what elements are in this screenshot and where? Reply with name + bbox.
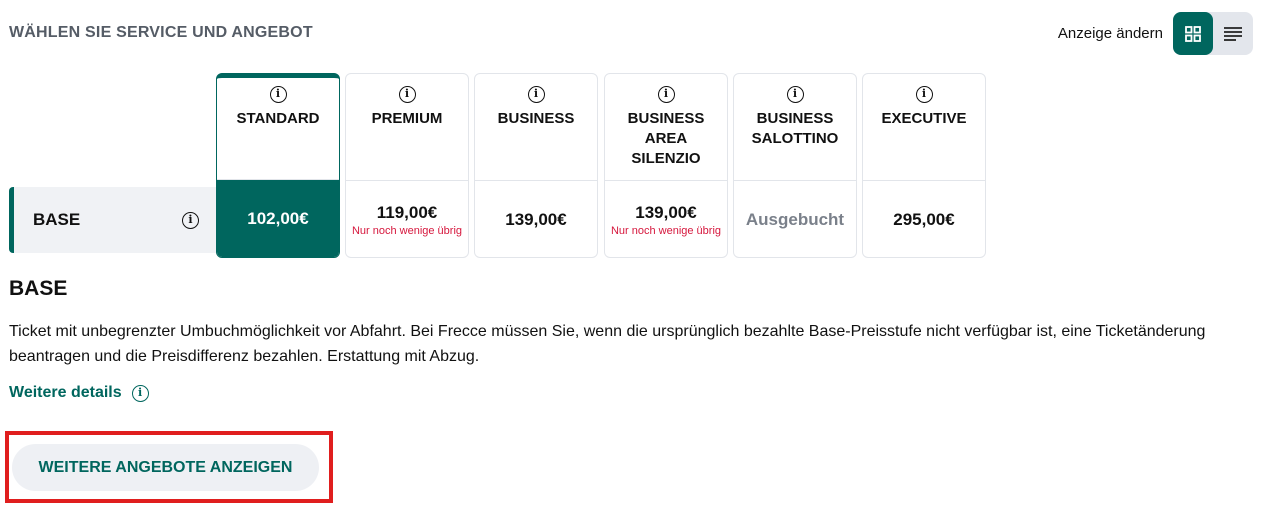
list-view-button[interactable]	[1213, 12, 1253, 55]
price-value: 102,00€	[247, 208, 309, 228]
service-column: i EXECUTIVE 295,00€	[862, 73, 986, 258]
availability-note: Nur noch wenige übrig	[351, 224, 463, 237]
price-value: 295,00€	[893, 209, 955, 229]
service-header: i BUSINESS AREA SILENZIO	[605, 74, 727, 181]
info-icon[interactable]: i	[657, 86, 675, 103]
price-cell[interactable]: 139,00€ Nur noch wenige übrig	[605, 181, 727, 257]
service-column: i BUSINESS SALOTTINO Ausgebucht	[733, 73, 857, 258]
service-header: i BUSINESS	[475, 74, 597, 181]
more-offers-button[interactable]: WEITERE ANGEBOTE ANZEIGEN	[12, 444, 319, 491]
offer-row-base: BASE i	[9, 187, 219, 253]
more-details-label: Weitere details	[9, 384, 122, 401]
service-header: i BUSINESS SALOTTINO	[734, 74, 856, 181]
service-column: i STANDARD 102,00€	[216, 73, 340, 258]
price-cell[interactable]: 102,00€	[217, 180, 339, 257]
service-name: EXECUTIVE	[881, 110, 967, 127]
list-icon	[1224, 26, 1242, 41]
price-value: 139,00€	[505, 209, 567, 229]
info-icon[interactable]: i	[182, 211, 199, 229]
service-column: i BUSINESS AREA SILENZIO 139,00€ Nur noch …	[604, 73, 728, 258]
service-header: i STANDARD	[217, 78, 339, 180]
price-cell[interactable]: 119,00€ Nur noch wenige übrig	[346, 181, 468, 257]
page-title: WÄHLEN SIE SERVICE UND ANGEBOT	[9, 24, 313, 41]
info-icon[interactable]: i	[786, 86, 804, 103]
info-icon: i	[131, 384, 149, 402]
service-name: STANDARD	[236, 110, 320, 127]
view-switcher: Anzeige ändern	[1058, 12, 1253, 55]
service-header: i EXECUTIVE	[863, 74, 985, 181]
detail-title: BASE	[9, 277, 68, 300]
info-icon[interactable]: i	[915, 86, 933, 103]
grid-icon	[1185, 25, 1201, 42]
price-cell[interactable]: Ausgebucht	[734, 181, 856, 257]
detail-description: Ticket mit unbegrenzter Umbuchmöglichkei…	[9, 323, 1206, 365]
more-details-link[interactable]: Weitere details i	[9, 384, 149, 402]
price-value: 119,00€	[376, 202, 438, 222]
price-cell[interactable]: 139,00€	[475, 181, 597, 257]
service-column: i BUSINESS 139,00€	[474, 73, 598, 258]
grid-view-button[interactable]	[1173, 12, 1213, 55]
service-name: PREMIUM	[371, 110, 443, 127]
availability-note: Nur noch wenige übrig	[610, 224, 722, 237]
service-name: BUSINESS AREA SILENZIO	[627, 110, 705, 167]
service-column: i PREMIUM 119,00€ Nur noch wenige übrig	[345, 73, 469, 258]
price-value: Ausgebucht	[745, 209, 845, 229]
info-icon[interactable]: i	[527, 86, 545, 103]
price-value: 139,00€	[635, 202, 697, 222]
highlight-box	[5, 431, 333, 503]
offer-name: BASE	[33, 210, 81, 229]
service-name: BUSINESS	[497, 110, 575, 127]
info-icon[interactable]: i	[269, 86, 287, 103]
service-header: i PREMIUM	[346, 74, 468, 181]
service-name: BUSINESS SALOTTINO	[751, 110, 839, 147]
info-icon[interactable]: i	[398, 86, 416, 103]
view-label: Anzeige ändern	[1057, 25, 1163, 42]
price-cell[interactable]: 295,00€	[863, 181, 985, 257]
